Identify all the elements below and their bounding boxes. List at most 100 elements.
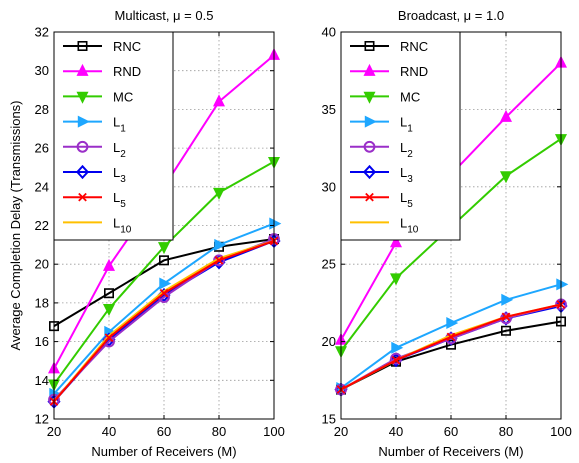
legend-marker (363, 91, 376, 104)
legend-label-subscript: 10 (120, 224, 132, 235)
data-point-l5 (159, 288, 169, 298)
legend-item-rnc: RNC (63, 39, 141, 54)
legend-marker (363, 140, 376, 153)
y-tick-label: 25 (322, 257, 336, 272)
data-point-mc (389, 273, 403, 286)
legend-box (53, 31, 174, 241)
data-point-rnd (389, 235, 403, 248)
x-tick-label: 100 (550, 424, 572, 439)
series-line-rnc (53, 238, 275, 327)
y-axis-label: Average Completion Delay (Transmissions) (8, 101, 23, 351)
data-point-mc (212, 187, 226, 200)
legend-label: RND (113, 64, 141, 79)
data-point-rnc (104, 288, 115, 299)
x-tick-label: 40 (389, 424, 403, 439)
y-tick-label: 15 (322, 412, 336, 427)
legend-label-subscript: 1 (120, 124, 126, 135)
x-tick-label: 80 (499, 424, 513, 439)
data-point-l5 (391, 355, 401, 365)
y-tick-label: 20 (322, 334, 336, 349)
y-tick-label: 20 (35, 257, 49, 272)
chart-title: Multicast, μ = 0.5 (115, 8, 214, 23)
legend-marker (363, 63, 376, 76)
y-tick-label: 12 (35, 412, 49, 427)
broadcast-panel: Broadcast, μ = 1.020 40 60 80 10015202530354… (322, 8, 572, 459)
x-tick-label: 60 (157, 424, 171, 439)
legend-marker (76, 63, 89, 76)
legend-item-mc: MC (63, 89, 133, 104)
data-point-l1 (269, 217, 282, 230)
data-point-l1 (501, 293, 514, 306)
y-tick-label: 28 (35, 102, 49, 117)
legend-marker (365, 192, 374, 202)
legend-marker (364, 115, 377, 128)
legend-marker (77, 115, 90, 128)
legend-item-mc: MC (350, 89, 420, 104)
y-tick-label: 40 (322, 25, 336, 40)
data-point-l5 (214, 255, 224, 265)
legend-box (340, 31, 461, 241)
legend-marker (362, 164, 377, 180)
y-tick-label: 22 (35, 218, 49, 233)
x-tick-label: 40 (102, 424, 116, 439)
legend-label-subscript: 1 (407, 124, 413, 135)
legend-item-rnd: RND (63, 63, 141, 79)
data-point-mc (157, 242, 171, 255)
data-point-l1 (446, 317, 459, 330)
x-tick-label: 20 (47, 424, 61, 439)
data-point-l1 (159, 277, 172, 290)
legend-label-subscript: 2 (407, 149, 413, 160)
legend-label: MC (400, 89, 420, 104)
y-tick-label: 24 (35, 179, 49, 194)
data-point-l5 (501, 312, 511, 322)
legend-marker (364, 40, 375, 51)
data-point-rnd (102, 258, 116, 271)
y-tick-label: 30 (322, 179, 336, 194)
legend-label-subscript: 3 (120, 174, 126, 185)
legend-label-subscript: 3 (407, 174, 413, 185)
y-tick-label: 32 (35, 25, 49, 40)
legend-label: RNC (113, 39, 141, 54)
x-tick-label: 20 (334, 424, 348, 439)
legend-marker (76, 140, 89, 153)
x-tick-label: 80 (212, 424, 226, 439)
x-tick-label: 60 (444, 424, 458, 439)
data-point-rnc (159, 255, 170, 266)
legend-label-subscript: 5 (407, 199, 413, 210)
y-tick-label: 16 (35, 334, 49, 349)
legend-label-subscript: 5 (120, 199, 126, 210)
data-point-rnd (212, 94, 226, 107)
legend-item-rnc: RNC (350, 39, 428, 54)
y-tick-label: 26 (35, 141, 49, 156)
y-tick-label: 18 (35, 295, 49, 310)
legend-label: RND (400, 64, 428, 79)
y-tick-label: 35 (322, 102, 336, 117)
legend-marker (75, 164, 90, 180)
series-l5 (336, 300, 566, 394)
y-tick-label: 30 (35, 63, 49, 78)
legend-item-rnd: RND (350, 63, 428, 79)
data-point-l1 (556, 278, 569, 291)
legend-marker (76, 91, 89, 104)
legend-label-subscript: 2 (120, 149, 126, 160)
data-point-l1 (214, 238, 227, 251)
multicast-panel: Multicast, μ = 0.520 40 60 80 10012141618202… (8, 8, 285, 459)
chart-title: Broadcast, μ = 1.0 (398, 8, 504, 23)
data-point-l5 (104, 333, 114, 343)
legend-label: MC (113, 89, 133, 104)
data-point-rnc (500, 325, 511, 336)
data-point-l5 (446, 332, 456, 342)
legend-marker (78, 192, 87, 202)
legend-label: RNC (400, 39, 428, 54)
data-point-mc (102, 304, 116, 317)
y-tick-label: 14 (35, 373, 49, 388)
data-point-l1 (391, 341, 404, 354)
data-point-rnc (445, 339, 456, 350)
x-axis-label: Number of Receivers (M) (378, 444, 523, 459)
legend-item-l1: L1 (350, 115, 413, 135)
